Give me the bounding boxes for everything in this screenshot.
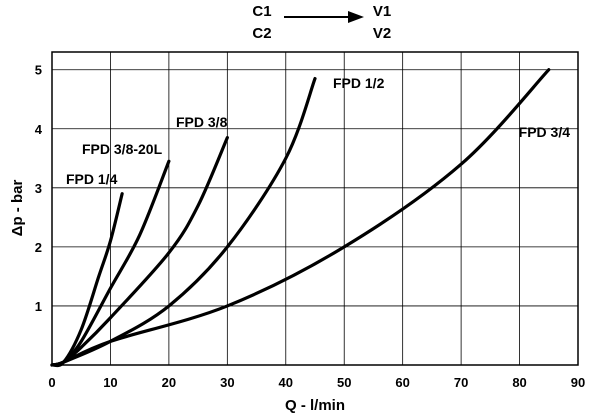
y-tick-label: 1 (35, 299, 42, 314)
y-axis-title: Δp - bar (9, 180, 26, 237)
tick-labels: 0 10 20 30 40 50 60 70 80 90 1 2 3 4 5 (35, 63, 585, 390)
series-label-fpd-1-4: FPD 1/4 (66, 171, 118, 187)
flow-from-top-label: C1 (252, 3, 271, 20)
x-tick-label: 70 (454, 375, 468, 390)
x-tick-label: 0 (48, 375, 55, 390)
series-line-fpd-3-4 (50, 68, 551, 367)
series-labels: FPD 1/4 FPD 3/8-20L FPD 3/8 FPD 1/2 FPD 3/4 (66, 75, 570, 187)
y-tick-label: 2 (35, 240, 42, 255)
x-tick-label: 10 (103, 375, 117, 390)
x-tick-label: 90 (571, 375, 585, 390)
grid (52, 52, 578, 365)
x-tick-label: 20 (162, 375, 176, 390)
x-tick-label: 50 (337, 375, 351, 390)
y-tick-label: 5 (35, 63, 42, 78)
flow-arrow-icon (348, 11, 364, 23)
y-tick-label: 3 (35, 181, 42, 196)
x-tick-label: 40 (279, 375, 293, 390)
plot-frame (51, 51, 579, 366)
series-label-fpd-3-4: FPD 3/4 (519, 124, 571, 140)
flow-to-top-label: V1 (373, 3, 391, 20)
x-tick-label: 80 (512, 375, 526, 390)
series-label-fpd-3-8-20l: FPD 3/8-20L (82, 141, 163, 157)
y-tick-label: 4 (35, 122, 43, 137)
flow-from-bottom-label: C2 (252, 25, 271, 42)
series-label-fpd-3-8: FPD 3/8 (176, 114, 228, 130)
x-tick-label: 30 (220, 375, 234, 390)
flow-to-bottom-label: V2 (373, 25, 391, 42)
flow-direction-header: C1 C2 V1 V2 (252, 3, 391, 42)
series-label-fpd-1-2: FPD 1/2 (333, 75, 385, 91)
curves (50, 68, 551, 368)
x-tick-label: 60 (395, 375, 409, 390)
x-axis-title: Q - l/min (285, 397, 345, 414)
